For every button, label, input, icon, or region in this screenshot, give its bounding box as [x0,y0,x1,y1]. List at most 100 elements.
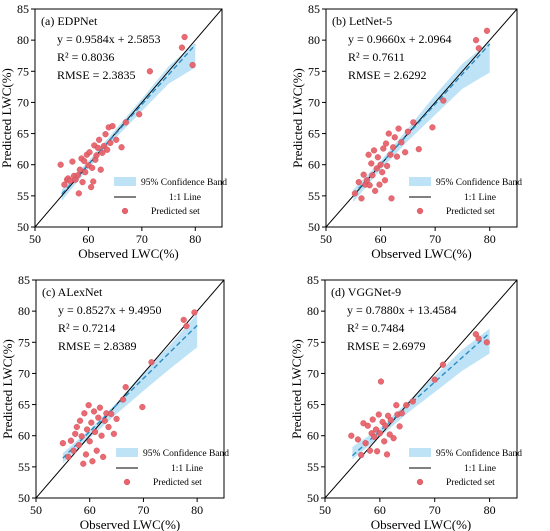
data-point [81,410,88,417]
data-point [99,149,106,156]
plot-area [35,9,222,227]
data-point [74,172,81,179]
y-tick-label: 75 [18,335,30,349]
chart-panel-2: 50 60 70 80 50 55 60 65 70 75 80 85 Observed LWC(%) P… [290,2,522,261]
r-squared: R² = 0.7484 [347,321,404,335]
y-tick-label: 65 [307,398,319,412]
data-point [67,437,75,444]
legend-point-label: Predicted set [446,478,495,488]
y-tick-label: 60 [308,158,320,172]
data-point [472,37,480,44]
plot-area [36,280,224,498]
x-tick-label: 50 [320,232,332,246]
x-tick-label: 60 [84,503,96,517]
plot-area [326,9,517,227]
legend: 95% Confidence Band 1:1 Line Predicted set [409,177,522,217]
y-tick-label: 70 [18,366,30,380]
data-point [79,179,86,186]
legend-band-label: 95% Confidence Band [436,177,522,188]
data-point [94,144,102,151]
x-tick-label: 70 [429,503,441,517]
data-point [78,433,85,440]
data-point [429,124,436,131]
data-point [73,423,80,431]
data-point [89,458,96,465]
fit-equation: y = 0.8527x + 9.4950 [58,303,162,317]
data-point [372,426,380,433]
data-point [97,166,104,173]
y-axis-label: Predicted LWC(%) [0,68,14,168]
data-point [472,331,479,338]
y-tick-label: 80 [307,304,319,318]
data-point [404,128,411,135]
x-tick-label: 60 [375,232,387,246]
legend-point-label: Predicted set [151,207,200,217]
x-tick-label: 80 [484,232,496,246]
legend-band-label: 95% Confidence Band [143,448,229,459]
y-tick-label: 60 [17,158,29,172]
data-point [402,149,409,156]
y-tick-label: 75 [17,64,29,78]
data-point [360,171,367,178]
data-point [109,122,116,130]
data-point [69,158,76,165]
x-tick-label: 50 [29,232,41,246]
data-point [483,339,490,346]
data-point [191,309,198,316]
data-point [80,460,87,467]
rmse: RMSE = 2.6292 [348,68,426,82]
data-point [366,182,373,189]
data-point [351,190,359,197]
data-point [86,149,93,156]
identity-line [36,280,224,498]
y-tick-label: 55 [308,189,320,203]
y-tick-label: 85 [308,2,320,16]
data-point [104,146,111,153]
y-tick-label: 70 [307,366,319,380]
legend-point-label: Predicted set [446,207,495,217]
data-point [365,151,372,158]
data-point [119,396,127,403]
data-point [373,165,380,172]
data-point [391,134,398,141]
data-point [381,177,389,184]
data-point [358,195,365,202]
x-tick-label: 80 [189,232,201,246]
data-point [409,398,416,405]
data-point [180,316,187,323]
data-point [372,187,379,194]
data-point [415,146,422,153]
x-axis-label: Observed LWC(%) [371,246,471,261]
data-point [398,139,405,146]
data-point [98,432,105,439]
data-point [85,402,92,409]
legend-line-label: 1:1 Line [171,464,203,474]
plot-frame [325,8,518,228]
x-axis-label: Observed LWC(%) [78,246,178,261]
data-point [107,139,114,147]
legend-point-swatch [416,478,424,486]
data-point [393,153,401,160]
data-point [385,130,392,137]
data-point [371,433,378,441]
data-point [390,144,397,151]
data-point [483,27,491,34]
x-tick-label: 80 [484,503,496,517]
data-point [398,410,405,417]
y-tick-label: 85 [17,2,29,16]
y-tick-label: 65 [18,398,30,412]
data-point [86,438,93,445]
x-tick-label: 70 [136,232,148,246]
data-point [358,451,365,459]
data-point [386,431,393,438]
identity-line [325,280,517,498]
data-point [139,403,146,411]
legend: 95% Confidence Band 1:1 Line Predicted set [409,448,522,488]
x-tick-label: 70 [137,503,149,517]
x-tick-label: 50 [30,503,42,517]
y-tick-label: 50 [17,220,29,234]
x-tick-label: 60 [82,232,94,246]
legend-point-label: Predicted set [153,478,202,488]
x-tick-label: 70 [429,232,441,246]
data-point [395,125,402,132]
